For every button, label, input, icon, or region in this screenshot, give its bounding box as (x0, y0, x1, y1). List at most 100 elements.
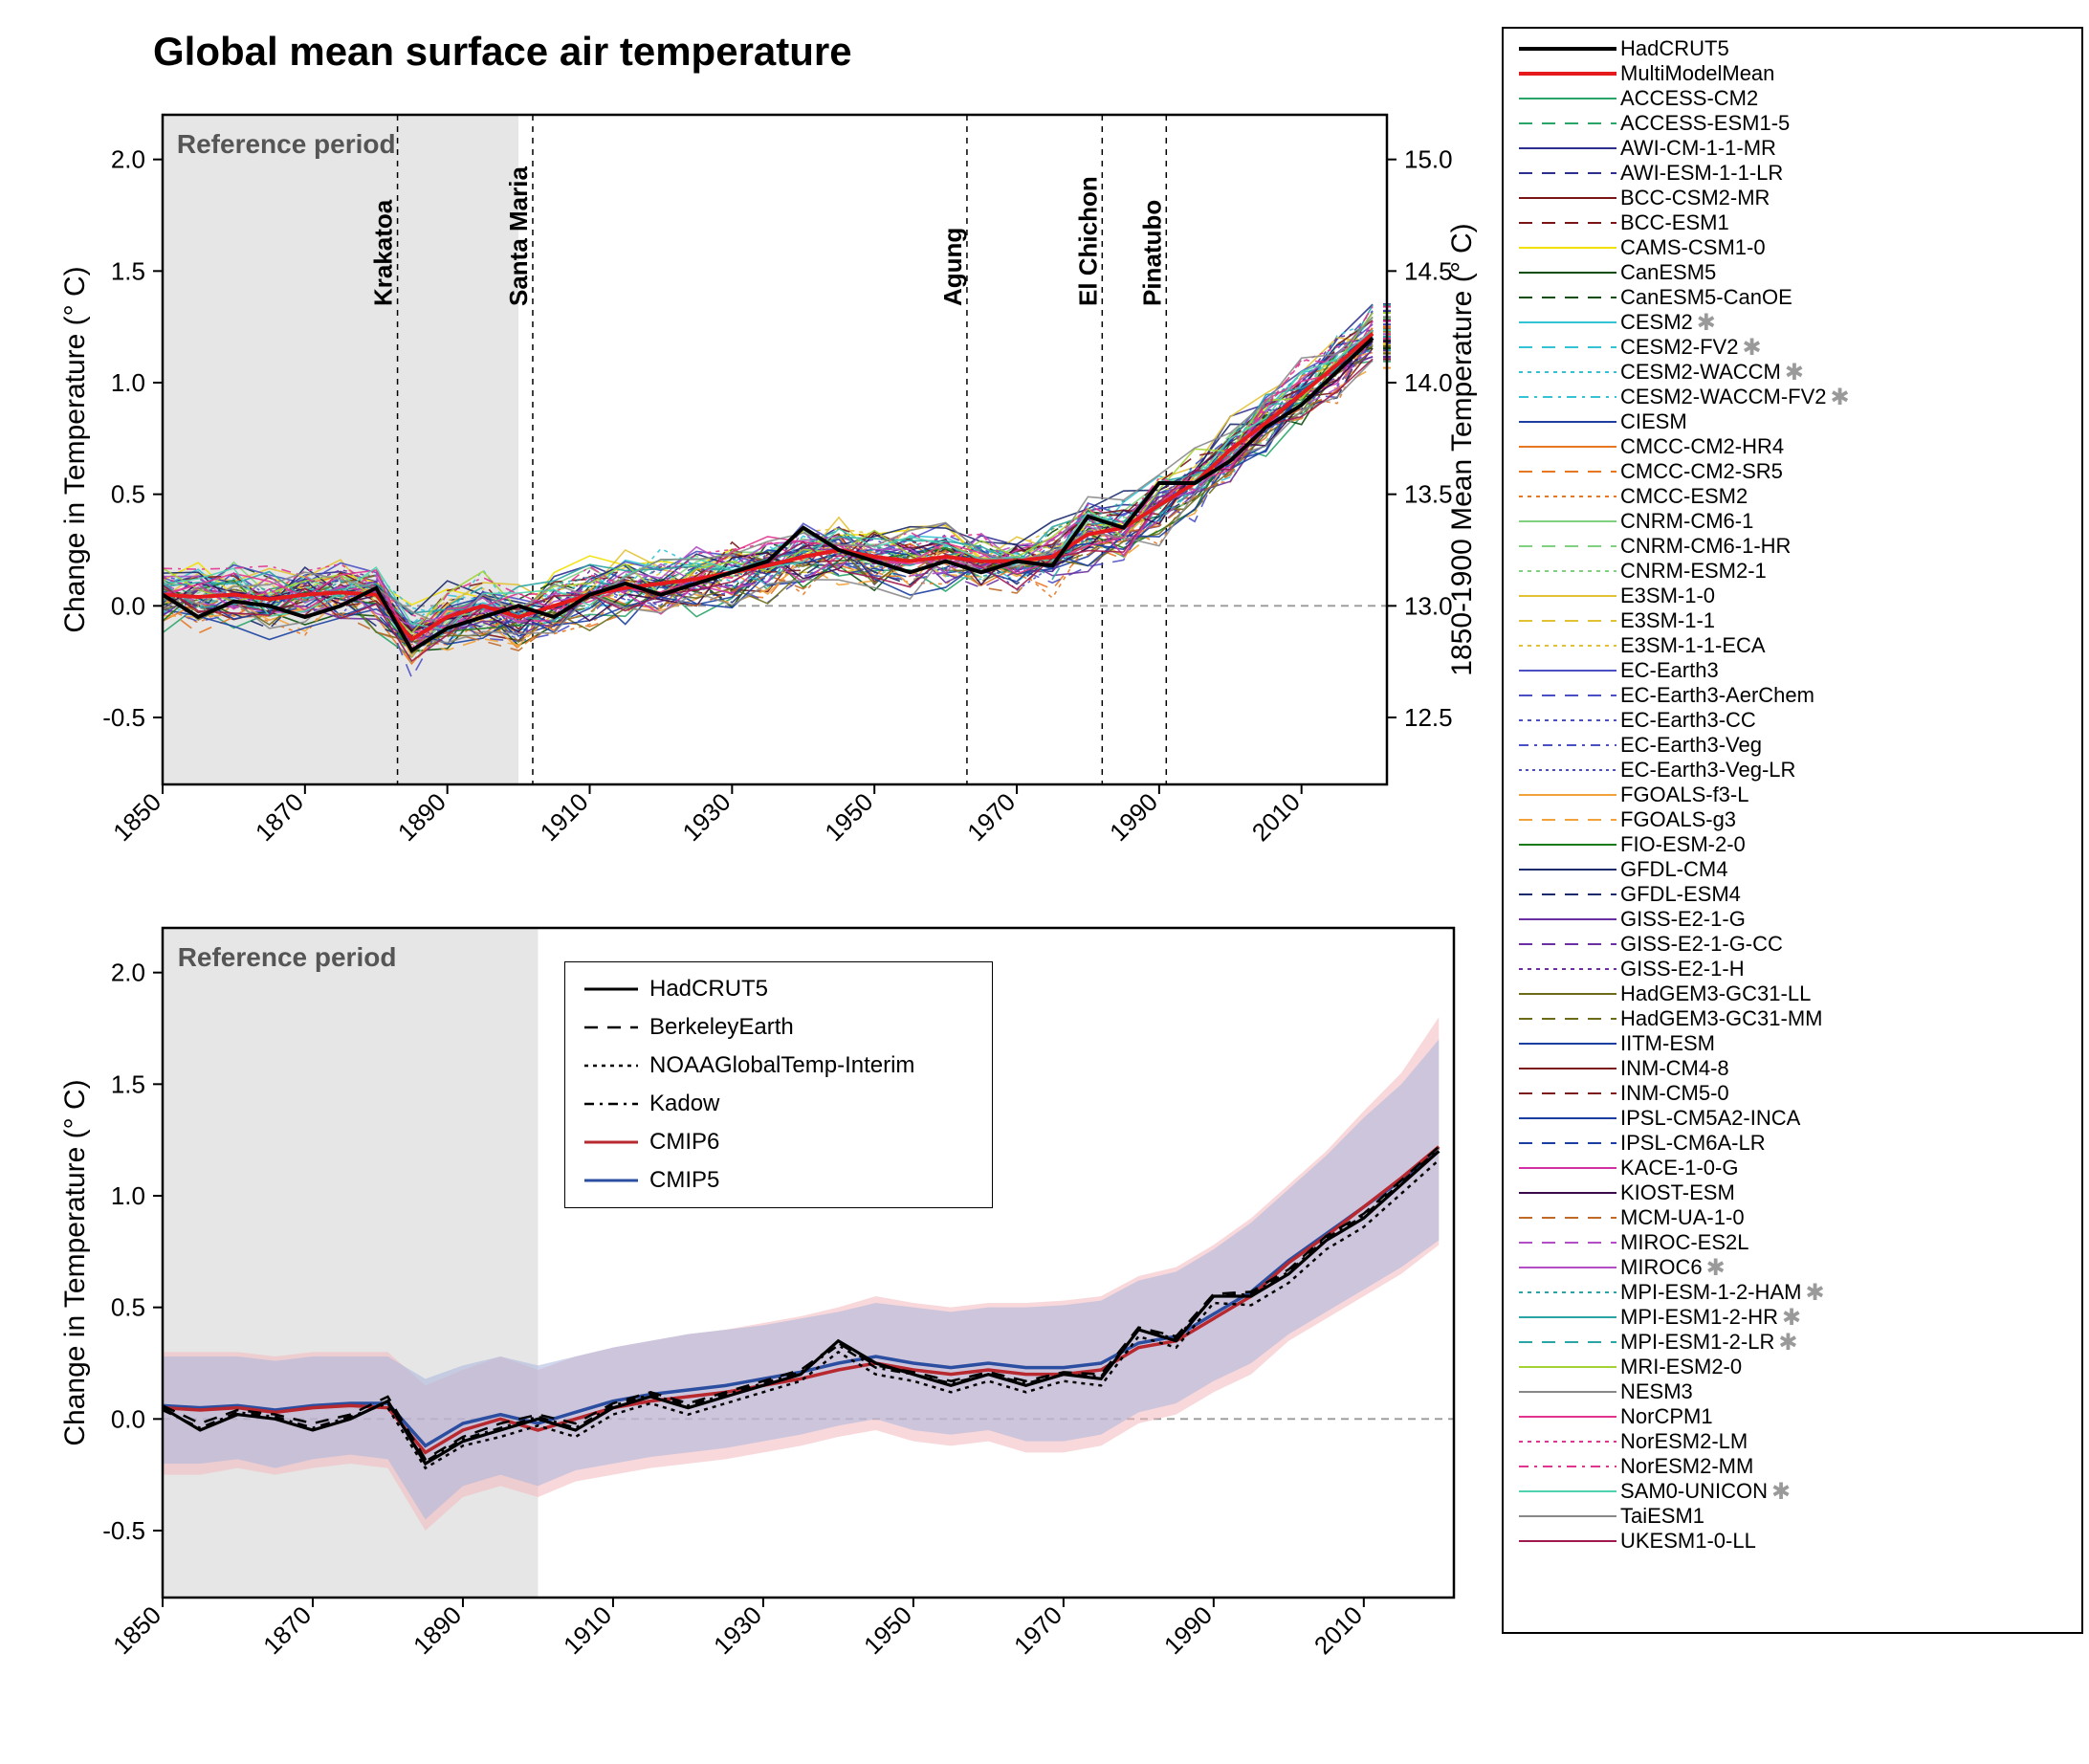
svg-text:0.0: 0.0 (111, 591, 145, 620)
legend-label: NorESM2-LM (1620, 1429, 1748, 1454)
legend-label: GISS-E2-1-G-CC (1620, 932, 1783, 957)
legend-star-icon: ✱ (1697, 309, 1716, 337)
svg-text:-0.5: -0.5 (102, 1516, 145, 1545)
legend-label: HadCRUT5 (1620, 36, 1729, 61)
top-chart: KrakatoaSanta MariaAgungEl ChichonPinatu… (57, 105, 1492, 890)
svg-text:1850-1900 Mean Temperature (°: 1850-1900 Mean Temperature (° C) (1446, 223, 1478, 675)
legend-label: ACCESS-CM2 (1620, 86, 1758, 111)
page-title: Global mean surface air temperature (153, 29, 852, 75)
legend-label: IITM-ESM (1620, 1031, 1715, 1056)
legend-star-icon: ✱ (1831, 384, 1850, 411)
legend-item: CMCC-CM2-HR4 (1507, 434, 2078, 459)
legend-label: BCC-CSM2-MR (1620, 186, 1770, 210)
legend-item: EC-Earth3 (1507, 658, 2078, 683)
svg-text:0.5: 0.5 (111, 480, 145, 509)
legend-item: MCM-UA-1-0 (1507, 1205, 2078, 1230)
inset-legend-label: NOAAGlobalTemp-Interim (649, 1052, 914, 1079)
legend-label: CMCC-ESM2 (1620, 484, 1748, 509)
inset-legend-label: CMIP6 (649, 1129, 719, 1156)
legend-label: MPI-ESM1-2-HR (1620, 1305, 1778, 1330)
legend-item: MRI-ESM2-0 (1507, 1355, 2078, 1379)
legend-item: HadGEM3-GC31-LL (1507, 981, 2078, 1006)
legend-item: IPSL-CM5A2-INCA (1507, 1106, 2078, 1131)
legend-item: TaiESM1 (1507, 1504, 2078, 1529)
legend-item: CESM2-FV2✱ (1507, 335, 2078, 360)
legend-label: GFDL-CM4 (1620, 857, 1727, 882)
legend-item: CNRM-CM6-1 (1507, 509, 2078, 534)
legend-star-icon: ✱ (1706, 1254, 1726, 1282)
legend-item: CESM2✱ (1507, 310, 2078, 335)
legend-label: INM-CM5-0 (1620, 1081, 1729, 1106)
legend-item: EC-Earth3-Veg (1507, 733, 2078, 758)
legend-item: CNRM-CM6-1-HR (1507, 534, 2078, 559)
svg-text:1950: 1950 (819, 787, 878, 847)
legend-item: KACE-1-0-G (1507, 1156, 2078, 1180)
svg-text:1930: 1930 (676, 787, 736, 847)
legend-label: BCC-ESM1 (1620, 210, 1729, 235)
legend-label: CanESM5-CanOE (1620, 285, 1792, 310)
svg-text:1890: 1890 (392, 787, 451, 847)
legend-item: MPI-ESM1-2-HR✱ (1507, 1305, 2078, 1330)
legend-item: MultiModelMean (1507, 61, 2078, 86)
svg-text:1.5: 1.5 (111, 1069, 145, 1098)
legend-item: NESM3 (1507, 1379, 2078, 1404)
legend-item: BCC-ESM1 (1507, 210, 2078, 235)
legend-item: CMCC-ESM2 (1507, 484, 2078, 509)
legend-item: EC-Earth3-Veg-LR (1507, 758, 2078, 783)
legend-label: HadGEM3-GC31-LL (1620, 981, 1811, 1006)
legend-label: EC-Earth3-CC (1620, 708, 1756, 733)
inset-legend-label: HadCRUT5 (649, 976, 768, 1003)
legend-item: KIOST-ESM (1507, 1180, 2078, 1205)
legend-item: FGOALS-f3-L (1507, 783, 2078, 807)
legend-label: MultiModelMean (1620, 61, 1774, 86)
svg-text:1.0: 1.0 (111, 1181, 145, 1210)
legend-item: GFDL-ESM4 (1507, 882, 2078, 907)
legend-star-icon: ✱ (1785, 359, 1804, 386)
legend-item: MIROC-ES2L (1507, 1230, 2078, 1255)
legend-label: MPI-ESM1-2-LR (1620, 1330, 1774, 1355)
legend-label: E3SM-1-1-ECA (1620, 633, 1766, 658)
legend-label: IPSL-CM6A-LR (1620, 1131, 1766, 1156)
model-legend: HadCRUT5MultiModelMeanACCESS-CM2ACCESS-E… (1502, 27, 2083, 1634)
legend-label: CIESM (1620, 409, 1687, 434)
legend-label: NESM3 (1620, 1379, 1693, 1404)
legend-label: UKESM1-0-LL (1620, 1529, 1756, 1554)
svg-text:1850: 1850 (107, 787, 166, 847)
svg-text:1970: 1970 (1008, 1600, 1067, 1660)
legend-item: FGOALS-g3 (1507, 807, 2078, 832)
inset-legend-item: CMIP5 (583, 1161, 975, 1200)
legend-item: GISS-E2-1-G (1507, 907, 2078, 932)
svg-text:Change in Temperature (° C): Change in Temperature (° C) (59, 266, 91, 632)
svg-text:2.0: 2.0 (111, 959, 145, 987)
svg-text:1970: 1970 (961, 787, 1021, 847)
svg-text:Agung: Agung (938, 228, 967, 306)
legend-label: GISS-E2-1-H (1620, 957, 1745, 981)
legend-label: SAM0-UNICON (1620, 1479, 1768, 1504)
legend-item: E3SM-1-0 (1507, 584, 2078, 608)
legend-label: NorCPM1 (1620, 1404, 1713, 1429)
legend-label: KACE-1-0-G (1620, 1156, 1738, 1180)
inset-legend-label: CMIP5 (649, 1167, 719, 1194)
legend-label: CMCC-CM2-SR5 (1620, 459, 1783, 484)
legend-item: MIROC6✱ (1507, 1255, 2078, 1280)
legend-label: TaiESM1 (1620, 1504, 1704, 1529)
legend-item: AWI-CM-1-1-MR (1507, 136, 2078, 161)
legend-item: CanESM5-CanOE (1507, 285, 2078, 310)
svg-text:Pinatubo: Pinatubo (1137, 200, 1166, 306)
legend-item: CESM2-WACCM-FV2✱ (1507, 385, 2078, 409)
legend-item: CMCC-CM2-SR5 (1507, 459, 2078, 484)
inset-legend-item: NOAAGlobalTemp-Interim (583, 1047, 975, 1085)
legend-item: AWI-ESM-1-1-LR (1507, 161, 2078, 186)
svg-text:1870: 1870 (257, 1600, 317, 1660)
legend-item: HadCRUT5 (1507, 36, 2078, 61)
legend-label: MRI-ESM2-0 (1620, 1355, 1742, 1379)
legend-label: CanESM5 (1620, 260, 1716, 285)
legend-label: CAMS-CSM1-0 (1620, 235, 1766, 260)
legend-label: GISS-E2-1-G (1620, 907, 1746, 932)
legend-item: CanESM5 (1507, 260, 2078, 285)
svg-text:1990: 1990 (1104, 787, 1163, 847)
legend-label: EC-Earth3 (1620, 658, 1719, 683)
legend-label: CMCC-CM2-HR4 (1620, 434, 1784, 459)
legend-label: CESM2-FV2 (1620, 335, 1738, 360)
legend-item: MPI-ESM1-2-LR✱ (1507, 1330, 2078, 1355)
